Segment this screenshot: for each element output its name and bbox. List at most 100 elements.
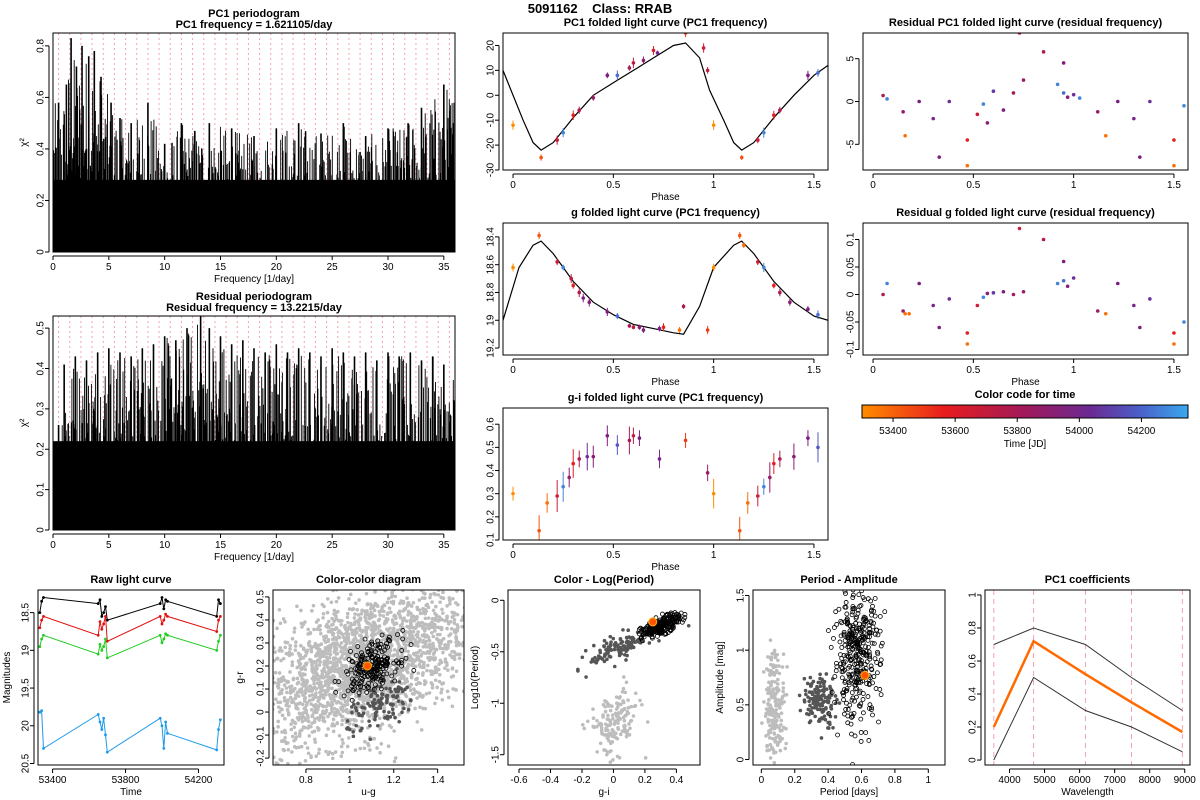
background-point xyxy=(418,705,422,710)
background-point xyxy=(287,653,292,658)
series-point xyxy=(160,724,164,728)
background-point xyxy=(275,730,279,734)
x-tick-label: 7000 xyxy=(1104,775,1127,786)
background-point xyxy=(595,750,600,754)
background-point xyxy=(477,629,481,633)
background-point xyxy=(777,664,781,668)
background-point xyxy=(355,607,360,612)
dark-point xyxy=(818,672,822,677)
background-point xyxy=(330,765,334,769)
background-point xyxy=(286,772,290,776)
background-point xyxy=(355,619,360,623)
background-point xyxy=(329,600,334,605)
background-point xyxy=(280,707,284,712)
background-point xyxy=(283,717,287,721)
y-tick-label: 0.8 xyxy=(36,38,47,52)
background-point xyxy=(360,628,365,633)
data-point xyxy=(511,123,515,127)
background-point xyxy=(766,720,771,724)
background-point xyxy=(310,697,315,702)
background-point xyxy=(433,656,438,661)
background-point xyxy=(305,701,310,705)
dark-point xyxy=(354,708,359,713)
rr-point xyxy=(399,663,405,669)
background-point xyxy=(317,682,322,687)
rr-point xyxy=(395,632,400,637)
background-point xyxy=(335,721,340,726)
background-point xyxy=(773,699,778,704)
background-point xyxy=(245,633,249,637)
series-line xyxy=(39,632,221,659)
background-point xyxy=(310,730,315,734)
background-point xyxy=(373,632,378,637)
data-point xyxy=(511,491,515,496)
x-tick-label: 1 xyxy=(926,775,932,786)
background-point xyxy=(445,604,449,608)
dark-point xyxy=(808,719,813,723)
series-point xyxy=(162,607,166,611)
background-point xyxy=(297,769,301,773)
data-point xyxy=(762,484,766,489)
background-point xyxy=(388,626,392,631)
rr-point xyxy=(855,639,861,645)
background-point xyxy=(615,754,620,759)
background-point xyxy=(413,643,417,648)
dark-point xyxy=(596,657,600,662)
background-point xyxy=(300,714,305,718)
background-point xyxy=(263,705,267,709)
y-tick-label: 0.2 xyxy=(36,442,47,456)
rr-point xyxy=(864,681,870,686)
x-tick-label: 1 xyxy=(711,365,717,376)
x-tick-label: 5 xyxy=(106,540,112,551)
x-tick-label: 0 xyxy=(510,550,516,561)
dark-point xyxy=(831,725,835,730)
background-point xyxy=(768,723,772,728)
background-point xyxy=(439,595,443,600)
background-point xyxy=(760,721,764,725)
dark-point xyxy=(804,692,808,697)
dark-point xyxy=(621,648,625,652)
background-point xyxy=(306,627,310,632)
background-point xyxy=(446,643,450,647)
background-point xyxy=(408,655,412,660)
background-point xyxy=(408,632,412,636)
rr-point xyxy=(383,665,389,671)
background-point xyxy=(368,748,372,752)
background-point xyxy=(315,627,320,631)
background-point xyxy=(283,739,287,744)
rr-point xyxy=(845,720,851,726)
background-point xyxy=(416,671,421,676)
background-point xyxy=(216,699,220,703)
background-point xyxy=(284,703,289,708)
background-point xyxy=(298,662,303,666)
data-point xyxy=(539,155,543,160)
background-point xyxy=(339,618,344,623)
background-point xyxy=(248,657,252,661)
rr-point xyxy=(844,686,850,692)
background-point xyxy=(296,701,301,706)
background-point xyxy=(606,704,611,708)
background-point xyxy=(615,736,620,741)
background-point xyxy=(449,626,454,631)
data-point xyxy=(881,292,885,297)
y-tick-label: 0 xyxy=(846,98,857,104)
background-point xyxy=(462,605,464,610)
background-point xyxy=(249,761,253,765)
rr-point xyxy=(372,660,378,666)
background-point xyxy=(404,619,409,623)
background-point xyxy=(307,694,312,698)
background-point xyxy=(228,721,232,725)
background-point xyxy=(236,705,240,709)
background-point xyxy=(286,712,291,717)
background-point xyxy=(273,646,276,650)
background-point xyxy=(475,621,479,625)
colorbar-tick-label: 53600 xyxy=(941,426,969,437)
series-point xyxy=(105,618,109,622)
data-point xyxy=(778,457,782,461)
data-point xyxy=(1061,278,1066,283)
colorbar-label: Time [JD] xyxy=(1004,439,1047,450)
rr-point xyxy=(392,669,398,675)
x-tick-label: 25 xyxy=(327,540,339,551)
rr-point xyxy=(852,679,858,685)
